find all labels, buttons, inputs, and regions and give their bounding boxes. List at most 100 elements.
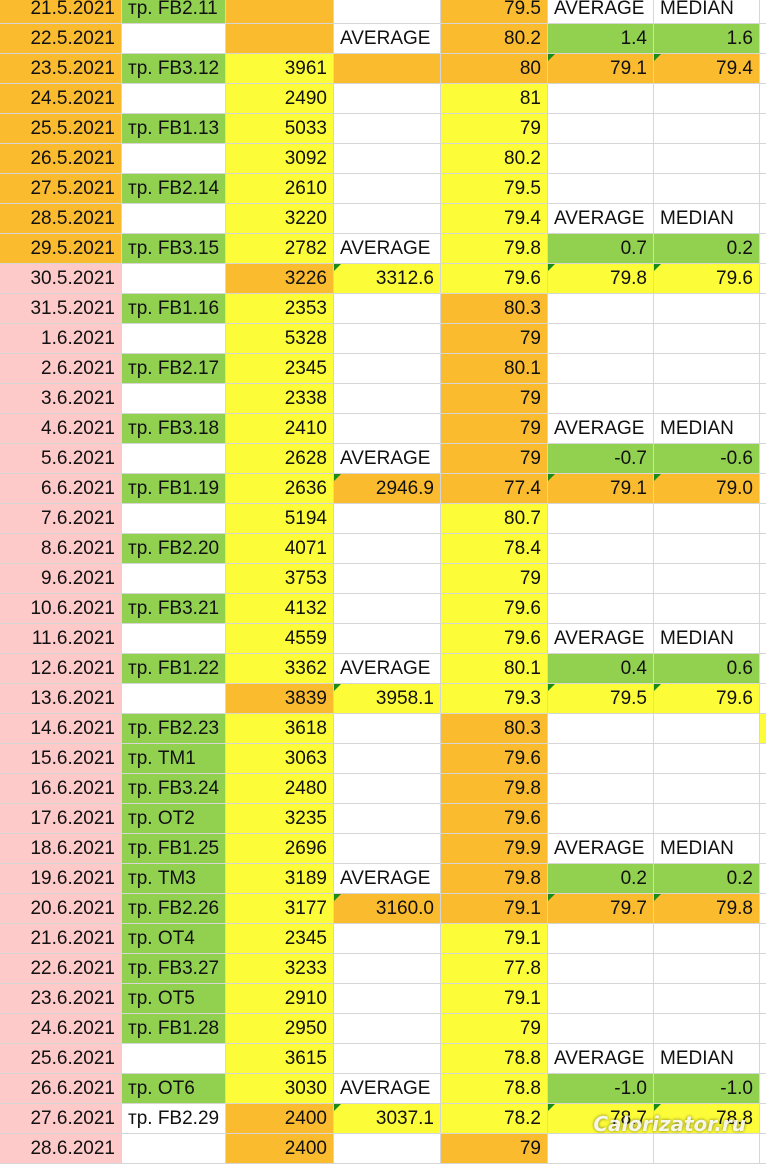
training-cell[interactable]	[122, 504, 226, 534]
training-cell[interactable]: тр. FB3.24	[122, 774, 226, 804]
weight-median-cell[interactable]: MEDIAN	[654, 834, 760, 864]
weight-cell[interactable]: 79.6	[441, 744, 548, 774]
next-column-edge-cell[interactable]	[760, 234, 766, 264]
weight-average-cell[interactable]	[548, 534, 654, 564]
calories-cell[interactable]: 2950	[226, 1014, 334, 1044]
weight-average-cell[interactable]	[548, 114, 654, 144]
calories-cell[interactable]: 4071	[226, 534, 334, 564]
next-column-edge-cell[interactable]	[760, 654, 766, 684]
training-cell[interactable]: тр. ОТ6	[122, 1074, 226, 1104]
weekly-average-cell[interactable]	[334, 594, 441, 624]
training-cell[interactable]	[122, 84, 226, 114]
weight-average-cell[interactable]: AVERAGE	[548, 1044, 654, 1074]
weight-median-cell[interactable]: -0.6	[654, 444, 760, 474]
weight-average-cell[interactable]: 78.7	[548, 1104, 654, 1134]
training-cell[interactable]: тр. ТМ1	[122, 744, 226, 774]
weight-median-cell[interactable]	[654, 954, 760, 984]
weight-median-cell[interactable]	[654, 144, 760, 174]
date-cell[interactable]: 19.6.2021	[0, 864, 122, 894]
next-column-edge-cell[interactable]	[760, 894, 766, 924]
training-cell[interactable]	[122, 1044, 226, 1074]
training-cell[interactable]: тр. FB3.15	[122, 234, 226, 264]
weight-median-cell[interactable]	[654, 1134, 760, 1164]
weight-cell[interactable]: 79	[441, 444, 548, 474]
training-cell[interactable]: тр. FB1.19	[122, 474, 226, 504]
training-cell[interactable]: тр. FB1.25	[122, 834, 226, 864]
calories-cell[interactable]: 3615	[226, 1044, 334, 1074]
calories-cell[interactable]: 2696	[226, 834, 334, 864]
date-cell[interactable]: 17.6.2021	[0, 804, 122, 834]
training-cell[interactable]: тр. FB3.12	[122, 54, 226, 84]
training-cell[interactable]	[122, 24, 226, 54]
weight-median-cell[interactable]	[654, 324, 760, 354]
calories-cell[interactable]: 3189	[226, 864, 334, 894]
calories-cell[interactable]: 3235	[226, 804, 334, 834]
date-cell[interactable]: 18.6.2021	[0, 834, 122, 864]
weekly-average-cell[interactable]	[334, 954, 441, 984]
weight-median-cell[interactable]: 79.6	[654, 684, 760, 714]
training-cell[interactable]: тр. FB2.23	[122, 714, 226, 744]
weight-cell[interactable]: 79	[441, 114, 548, 144]
weekly-average-cell[interactable]	[334, 834, 441, 864]
weight-cell[interactable]: 80.2	[441, 144, 548, 174]
weekly-average-cell[interactable]	[334, 174, 441, 204]
weight-median-cell[interactable]: -1.0	[654, 1074, 760, 1104]
weight-average-cell[interactable]: 79.1	[548, 54, 654, 84]
training-cell[interactable]: тр. ОТ2	[122, 804, 226, 834]
date-cell[interactable]: 7.6.2021	[0, 504, 122, 534]
next-column-edge-cell[interactable]	[760, 354, 766, 384]
weekly-average-cell[interactable]	[334, 564, 441, 594]
date-cell[interactable]: 22.6.2021	[0, 954, 122, 984]
next-column-edge-cell[interactable]	[760, 1074, 766, 1104]
weekly-average-cell[interactable]: 3160.0	[334, 894, 441, 924]
weight-cell[interactable]: 78.8	[441, 1074, 548, 1104]
calories-cell[interactable]: 3753	[226, 564, 334, 594]
weight-median-cell[interactable]	[654, 804, 760, 834]
weight-average-cell[interactable]: 0.2	[548, 864, 654, 894]
date-cell[interactable]: 3.6.2021	[0, 384, 122, 414]
weight-cell[interactable]: 79	[441, 324, 548, 354]
weekly-average-cell[interactable]	[334, 1044, 441, 1074]
weight-average-cell[interactable]	[548, 804, 654, 834]
next-column-edge-cell[interactable]	[760, 924, 766, 954]
next-column-edge-cell[interactable]	[760, 174, 766, 204]
weekly-average-cell[interactable]	[334, 714, 441, 744]
weekly-average-cell[interactable]	[334, 54, 441, 84]
date-cell[interactable]: 29.5.2021	[0, 234, 122, 264]
weekly-average-cell[interactable]	[334, 354, 441, 384]
date-cell[interactable]: 28.5.2021	[0, 204, 122, 234]
calories-cell[interactable]	[226, 0, 334, 24]
weekly-average-cell[interactable]: 2946.9	[334, 474, 441, 504]
weight-cell[interactable]: 80.7	[441, 504, 548, 534]
date-cell[interactable]: 6.6.2021	[0, 474, 122, 504]
date-cell[interactable]: 15.6.2021	[0, 744, 122, 774]
date-cell[interactable]: 4.6.2021	[0, 414, 122, 444]
next-column-edge-cell[interactable]	[760, 144, 766, 174]
weight-average-cell[interactable]: 79.1	[548, 474, 654, 504]
date-cell[interactable]: 26.5.2021	[0, 144, 122, 174]
training-cell[interactable]: тр. FB3.21	[122, 594, 226, 624]
date-cell[interactable]: 20.6.2021	[0, 894, 122, 924]
training-cell[interactable]: тр. FB2.14	[122, 174, 226, 204]
date-cell[interactable]: 2.6.2021	[0, 354, 122, 384]
date-cell[interactable]: 21.6.2021	[0, 924, 122, 954]
weight-average-cell[interactable]	[548, 384, 654, 414]
calories-cell[interactable]: 3618	[226, 714, 334, 744]
weekly-average-cell[interactable]: AVERAGE	[334, 444, 441, 474]
weight-median-cell[interactable]	[654, 504, 760, 534]
weight-average-cell[interactable]	[548, 954, 654, 984]
weight-cell[interactable]: 80.3	[441, 714, 548, 744]
calories-cell[interactable]: 2910	[226, 984, 334, 1014]
weekly-average-cell[interactable]: AVERAGE	[334, 234, 441, 264]
next-column-edge-cell[interactable]	[760, 954, 766, 984]
weight-cell[interactable]: 79.6	[441, 624, 548, 654]
weight-average-cell[interactable]: 0.4	[548, 654, 654, 684]
next-column-edge-cell[interactable]	[760, 24, 766, 54]
calories-cell[interactable]: 2782	[226, 234, 334, 264]
weekly-average-cell[interactable]	[334, 774, 441, 804]
next-column-edge-cell[interactable]	[760, 204, 766, 234]
calories-cell[interactable]: 3226	[226, 264, 334, 294]
training-cell[interactable]: тр. FB3.27	[122, 954, 226, 984]
weight-median-cell[interactable]	[654, 174, 760, 204]
weight-cell[interactable]: 78.4	[441, 534, 548, 564]
